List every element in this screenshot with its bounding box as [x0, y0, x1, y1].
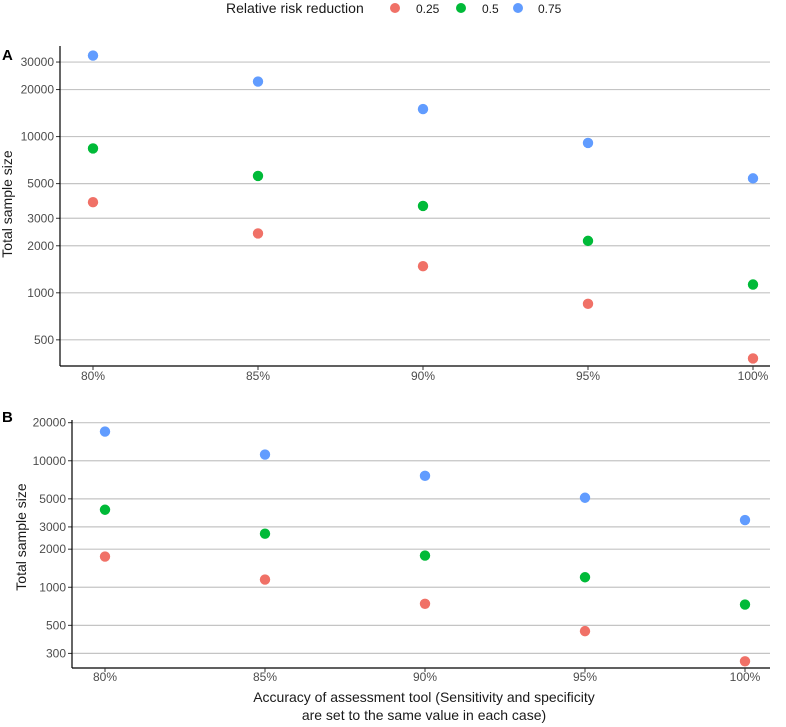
panel-b-point-rrr-0.75-100%: [739, 514, 751, 526]
panel-a-ytick-label-2000: 2000: [27, 239, 54, 253]
legend-label-0.25: 0.25: [416, 2, 440, 16]
panel-a-point-rrr-0.75-85%: [252, 76, 264, 87]
panel-b-point-rrr-0.5-90%: [419, 550, 431, 561]
panel-b-ytick-label-1000: 1000: [39, 580, 66, 594]
panel-a-point-rrr-0.5-90%: [417, 200, 429, 212]
panel-b-point-rrr-0.5-95%: [579, 572, 591, 583]
panel-b-point-rrr-0.25-85%: [259, 574, 271, 585]
panel-b-ytick-label-500: 500: [46, 618, 66, 632]
panel-b-point-rrr-0.5-85%: [259, 528, 271, 539]
panel-a-point-rrr-0.75-90%: [417, 103, 429, 115]
panel-a-tag: A: [2, 47, 13, 64]
legend-title: Relative risk reduction: [226, 0, 364, 16]
legend-key-0.5: [456, 3, 466, 13]
panel-a: A Total sample size 500 1000 2000 3000 5000 1…: [0, 46, 770, 383]
x-axis-title-line-1: Accuracy of assessment tool (Sensitivity…: [253, 689, 595, 705]
panel-b-ytick-label-300: 300: [46, 646, 66, 660]
panel-b-xtick-label-4: 100%: [730, 670, 761, 684]
panel-b-point-rrr-0.25-95%: [579, 625, 591, 637]
panel-b-xtick-label-3: 95%: [573, 670, 597, 684]
legend-key-0.25: [390, 3, 400, 13]
panel-b-point-rrr-0.5-80%: [99, 504, 111, 515]
panel-a-point-rrr-0.5-80%: [87, 143, 99, 154]
panel-a-ytick-label-500: 500: [34, 333, 54, 347]
panel-a-point-rrr-0.75-100%: [747, 173, 759, 184]
x-axis-title-line-2: are set to the same value in each case): [302, 707, 546, 723]
panel-a-point-rrr-0.75-80%: [87, 50, 99, 61]
panel-a-xtick-label-4: 100%: [738, 369, 769, 383]
panel-a-point-rrr-0.25-80%: [87, 197, 99, 208]
panel-a-point-rrr-0.25-100%: [747, 353, 759, 364]
panel-b-ytick-label-2000: 2000: [39, 542, 66, 556]
panel-a-point-rrr-0.5-100%: [747, 279, 759, 290]
legend: Relative risk reduction 0.25 0.5 0.75: [226, 0, 562, 16]
panel-a-point-rrr-0.25-85%: [252, 228, 264, 239]
panel-a-point-rrr-0.5-95%: [582, 235, 594, 247]
panel-b: B Total sample size 300 500 1000 2000 3000 50…: [2, 409, 770, 684]
panel-a-ytick-label-1000: 1000: [27, 286, 54, 300]
legend-key-0.75: [513, 3, 523, 13]
panel-a-ytick-label-3000: 3000: [27, 211, 54, 225]
panel-a-xtick-label-2: 90%: [411, 369, 435, 383]
panel-b-y-axis-title: Total sample size: [13, 483, 29, 591]
panel-a-point-rrr-0.25-90%: [417, 261, 429, 272]
panel-b-xtick-label-1: 85%: [253, 670, 277, 684]
panel-a-point-rrr-0.75-95%: [582, 137, 594, 149]
panel-b-point-rrr-0.75-85%: [259, 449, 271, 460]
panel-b-point-rrr-0.75-90%: [419, 470, 431, 482]
panel-b-point-rrr-0.25-100%: [739, 656, 751, 667]
panel-a-point-rrr-0.5-85%: [252, 170, 264, 182]
panel-b-point-rrr-0.25-80%: [99, 551, 111, 562]
panel-b-ytick-label-10000: 10000: [33, 454, 67, 468]
panel-b-xtick-label-2: 90%: [413, 670, 437, 684]
panel-a-ytick-label-10000: 10000: [21, 130, 55, 144]
panel-b-point-rrr-0.75-80%: [99, 426, 111, 437]
panel-b-tag: B: [2, 409, 13, 426]
panel-b-point-rrr-0.25-90%: [419, 598, 431, 610]
panel-b-ytick-label-5000: 5000: [39, 492, 66, 506]
panel-b-xtick-label-0: 80%: [93, 670, 117, 684]
panel-a-xtick-label-1: 85%: [246, 369, 270, 383]
panel-a-xtick-label-0: 80%: [81, 369, 105, 383]
panel-b-point-rrr-0.75-95%: [579, 492, 591, 503]
panel-a-y-axis-title: Total sample size: [0, 150, 15, 258]
panel-b-ytick-label-3000: 3000: [39, 520, 66, 534]
legend-label-0.5: 0.5: [482, 2, 499, 16]
panel-a-ytick-label-5000: 5000: [27, 177, 54, 191]
legend-label-0.75: 0.75: [538, 2, 562, 16]
panel-a-ytick-label-20000: 20000: [21, 83, 55, 97]
panel-a-point-rrr-0.25-95%: [582, 298, 594, 310]
panel-b-point-rrr-0.5-100%: [739, 599, 751, 610]
panel-a-ytick-label-30000: 30000: [21, 55, 55, 69]
panel-a-xtick-label-3: 95%: [576, 369, 600, 383]
panel-b-ytick-label-20000: 20000: [33, 416, 67, 430]
